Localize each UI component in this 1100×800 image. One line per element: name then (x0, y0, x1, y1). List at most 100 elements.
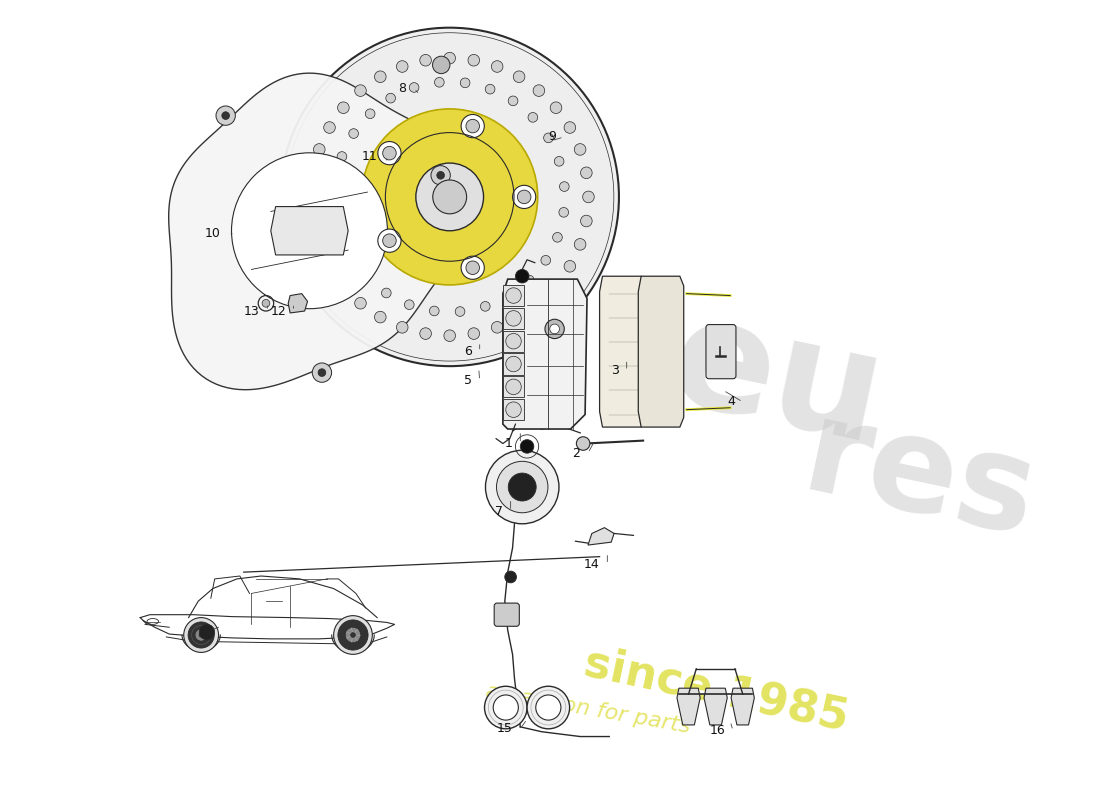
Polygon shape (704, 688, 727, 725)
Circle shape (396, 61, 408, 72)
Circle shape (351, 633, 355, 638)
Circle shape (195, 629, 207, 641)
Circle shape (431, 166, 450, 185)
Circle shape (362, 272, 372, 282)
Circle shape (576, 437, 590, 450)
Circle shape (216, 106, 235, 126)
Circle shape (468, 328, 480, 339)
Circle shape (534, 298, 544, 309)
Bar (503, 376, 525, 398)
Circle shape (506, 334, 521, 349)
Circle shape (377, 142, 402, 165)
Circle shape (581, 167, 592, 178)
Circle shape (552, 233, 562, 242)
Circle shape (485, 450, 559, 524)
Circle shape (506, 402, 521, 418)
Circle shape (222, 112, 230, 119)
Circle shape (574, 144, 586, 155)
Circle shape (337, 152, 346, 162)
Polygon shape (732, 688, 755, 725)
Circle shape (543, 133, 553, 142)
Circle shape (504, 291, 514, 301)
Text: 4: 4 (727, 395, 735, 409)
Circle shape (444, 330, 455, 342)
Circle shape (286, 33, 614, 361)
Circle shape (514, 71, 525, 82)
Circle shape (345, 627, 361, 642)
Circle shape (314, 238, 326, 250)
Circle shape (354, 85, 366, 97)
Text: 13: 13 (243, 305, 260, 318)
Text: 1: 1 (505, 437, 513, 450)
Circle shape (484, 686, 527, 729)
Circle shape (432, 180, 466, 214)
Text: 2: 2 (572, 446, 581, 460)
Circle shape (305, 191, 317, 202)
Circle shape (508, 473, 536, 501)
Circle shape (405, 300, 414, 310)
Bar (503, 354, 525, 374)
Circle shape (506, 288, 521, 303)
Circle shape (312, 363, 331, 382)
Circle shape (382, 288, 392, 298)
Circle shape (323, 261, 336, 272)
Circle shape (386, 94, 396, 103)
Circle shape (461, 114, 484, 138)
Text: 16: 16 (710, 724, 725, 738)
Circle shape (333, 616, 372, 654)
Circle shape (492, 322, 503, 333)
Text: res: res (793, 391, 1047, 564)
Circle shape (307, 167, 319, 178)
Circle shape (513, 186, 536, 209)
Polygon shape (271, 206, 349, 255)
Circle shape (583, 191, 594, 202)
Bar (503, 308, 525, 329)
Circle shape (444, 52, 455, 64)
Circle shape (437, 171, 444, 179)
Text: 14: 14 (584, 558, 600, 571)
Circle shape (429, 306, 439, 316)
Circle shape (461, 256, 484, 279)
Circle shape (468, 54, 480, 66)
Circle shape (262, 299, 270, 307)
Polygon shape (600, 276, 645, 427)
Polygon shape (588, 528, 614, 545)
Circle shape (517, 190, 531, 204)
Circle shape (434, 78, 444, 87)
Circle shape (550, 102, 562, 114)
Text: 5: 5 (464, 374, 472, 387)
Circle shape (496, 462, 548, 513)
Circle shape (520, 440, 534, 453)
Circle shape (544, 319, 564, 338)
Circle shape (336, 228, 345, 238)
Circle shape (541, 255, 551, 265)
Circle shape (481, 302, 491, 311)
Circle shape (534, 85, 544, 97)
Circle shape (550, 324, 560, 334)
Circle shape (564, 261, 575, 272)
Circle shape (560, 182, 569, 191)
Polygon shape (168, 73, 476, 390)
Circle shape (383, 234, 396, 247)
Text: since 1985: since 1985 (581, 641, 852, 739)
Polygon shape (503, 279, 587, 429)
Text: 12: 12 (271, 305, 286, 318)
Text: 15: 15 (497, 722, 513, 735)
Circle shape (514, 311, 525, 323)
Circle shape (184, 618, 219, 653)
Circle shape (420, 54, 431, 66)
Circle shape (536, 695, 561, 720)
Circle shape (525, 275, 535, 285)
Circle shape (307, 215, 319, 227)
Circle shape (420, 328, 431, 339)
Text: 6: 6 (464, 345, 472, 358)
Circle shape (349, 129, 359, 138)
Circle shape (330, 202, 340, 212)
Circle shape (455, 306, 465, 316)
Circle shape (506, 379, 521, 394)
Circle shape (396, 322, 408, 333)
Text: eu: eu (658, 286, 896, 476)
Circle shape (314, 144, 326, 155)
Circle shape (506, 356, 521, 372)
Text: 8: 8 (398, 82, 406, 95)
